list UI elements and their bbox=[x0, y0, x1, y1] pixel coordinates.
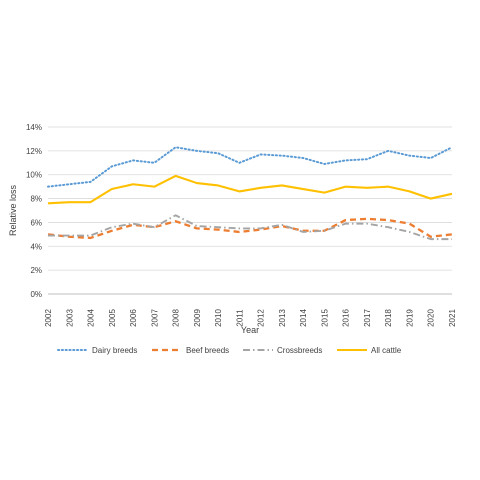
x-tick-label: 2018 bbox=[384, 309, 393, 327]
x-tick-label: 2016 bbox=[342, 309, 351, 327]
x-tick-label: 2012 bbox=[257, 309, 266, 327]
legend-label: Beef breeds bbox=[186, 346, 229, 355]
x-tick-label: 2008 bbox=[172, 309, 181, 327]
series-line-crossbreeds bbox=[48, 214, 452, 241]
y-tick-label: 2% bbox=[30, 266, 42, 275]
y-axis-ticks: 0% 2% 4% 6% 8% 10% 12% 14% bbox=[26, 123, 42, 299]
y-tick-label: 6% bbox=[30, 218, 42, 227]
series-line-all-cattle bbox=[47, 174, 453, 205]
legend-label: Crossbreeds bbox=[277, 346, 322, 355]
x-tick-label: 2002 bbox=[44, 309, 53, 327]
x-tick-label: 2015 bbox=[320, 309, 329, 327]
y-tick-label: 10% bbox=[26, 171, 42, 180]
series-lines bbox=[47, 146, 453, 241]
x-tick-label: 2003 bbox=[65, 309, 74, 327]
y-tick-label: 12% bbox=[26, 147, 42, 156]
x-tick-label: 2010 bbox=[214, 309, 223, 327]
x-tick-label: 2011 bbox=[235, 309, 244, 327]
y-tick-label: 8% bbox=[30, 195, 42, 204]
x-tick-label: 2014 bbox=[299, 309, 308, 327]
y-tick-label: 4% bbox=[30, 242, 42, 251]
legend: Dairy breeds Beef breeds Crossbreeds All ca… bbox=[57, 346, 402, 355]
x-axis-ticks: 2002 2003 2004 2005 2006 2007 2008 2009 2010 2011… bbox=[44, 309, 457, 327]
x-tick-label: 2017 bbox=[363, 309, 372, 327]
x-tick-label: 2007 bbox=[150, 309, 159, 327]
y-tick-label: 0% bbox=[30, 290, 42, 299]
legend-label: Dairy breeds bbox=[92, 346, 137, 355]
x-tick-label: 2005 bbox=[108, 309, 117, 327]
x-tick-label: 2020 bbox=[427, 309, 436, 327]
y-axis-title: Relative loss bbox=[8, 184, 18, 236]
series-line-dairy-breeds bbox=[47, 146, 453, 188]
x-tick-label: 2004 bbox=[87, 309, 96, 327]
x-axis-title: Year bbox=[241, 325, 259, 335]
series-line-beef-breeds bbox=[47, 217, 453, 240]
y-tick-label: 14% bbox=[26, 123, 42, 132]
x-tick-label: 2019 bbox=[405, 309, 414, 327]
x-tick-label: 2021 bbox=[448, 309, 457, 327]
gridlines bbox=[48, 126, 452, 271]
legend-label: All cattle bbox=[371, 346, 402, 355]
x-tick-label: 2013 bbox=[278, 309, 287, 327]
x-tick-label: 2009 bbox=[193, 309, 202, 327]
x-tick-label: 2006 bbox=[129, 309, 138, 327]
